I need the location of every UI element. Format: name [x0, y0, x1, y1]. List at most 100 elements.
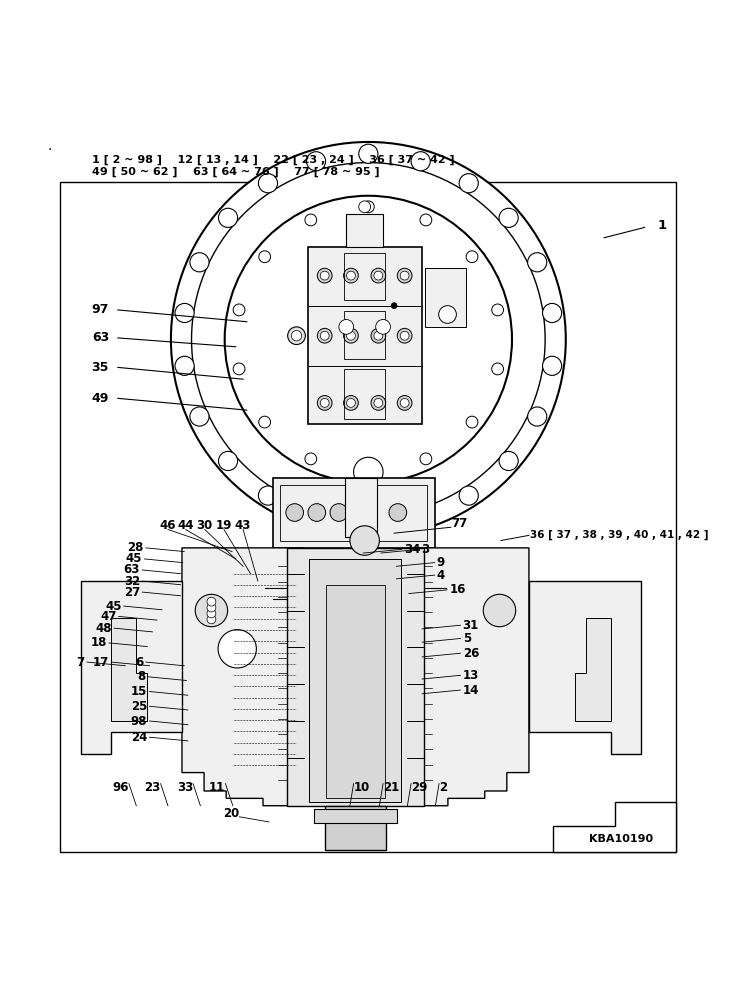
Text: 25: 25 — [131, 700, 147, 713]
Text: 5: 5 — [462, 632, 471, 645]
Circle shape — [347, 398, 356, 407]
Text: 14: 14 — [462, 684, 479, 697]
Circle shape — [307, 508, 326, 527]
Text: 98: 98 — [131, 715, 147, 728]
Circle shape — [259, 174, 277, 193]
Circle shape — [320, 331, 329, 340]
Circle shape — [207, 603, 216, 612]
Text: 4: 4 — [437, 569, 445, 582]
Text: 20: 20 — [223, 807, 239, 820]
Circle shape — [350, 526, 380, 555]
Text: 15: 15 — [131, 685, 147, 698]
Circle shape — [219, 451, 238, 471]
Circle shape — [225, 196, 512, 483]
Circle shape — [330, 504, 347, 521]
Circle shape — [353, 457, 383, 487]
Circle shape — [308, 504, 326, 521]
Text: 3: 3 — [421, 543, 429, 556]
Circle shape — [420, 453, 432, 465]
Circle shape — [397, 328, 412, 343]
Circle shape — [344, 328, 358, 343]
Circle shape — [207, 609, 216, 618]
Circle shape — [347, 271, 356, 280]
Text: 24: 24 — [131, 731, 147, 744]
Polygon shape — [81, 581, 182, 754]
Circle shape — [542, 303, 562, 323]
Text: 49: 49 — [92, 392, 109, 405]
Circle shape — [374, 398, 383, 407]
Circle shape — [339, 320, 353, 334]
Circle shape — [317, 396, 332, 410]
Text: 30: 30 — [197, 519, 213, 532]
Circle shape — [190, 253, 209, 272]
Bar — [426, 268, 466, 327]
Circle shape — [320, 271, 329, 280]
Circle shape — [400, 398, 409, 407]
Circle shape — [175, 303, 194, 323]
Circle shape — [359, 201, 371, 213]
Text: KBA10190: KBA10190 — [589, 834, 653, 844]
Circle shape — [400, 331, 409, 340]
Circle shape — [317, 268, 332, 283]
Circle shape — [291, 331, 302, 341]
Circle shape — [359, 504, 378, 521]
Text: 21: 21 — [383, 781, 399, 794]
Circle shape — [499, 451, 518, 471]
Circle shape — [175, 356, 194, 375]
Circle shape — [411, 508, 430, 527]
Bar — [272, 478, 435, 548]
Circle shape — [492, 304, 504, 316]
Circle shape — [397, 396, 412, 410]
Text: 18: 18 — [90, 636, 107, 649]
Text: 45: 45 — [105, 600, 122, 613]
Circle shape — [484, 594, 516, 627]
Circle shape — [347, 331, 356, 340]
Text: 34: 34 — [404, 543, 420, 556]
Text: 63: 63 — [123, 563, 140, 576]
Bar — [344, 253, 385, 300]
Text: 17: 17 — [92, 656, 109, 669]
Circle shape — [528, 253, 547, 272]
Text: .: . — [48, 139, 52, 153]
Text: 27: 27 — [124, 586, 140, 599]
Text: 48: 48 — [96, 622, 112, 635]
Circle shape — [420, 214, 432, 226]
Circle shape — [259, 486, 277, 505]
Text: 6: 6 — [135, 656, 144, 669]
Circle shape — [499, 208, 518, 227]
Text: 7: 7 — [77, 656, 85, 669]
Text: 36 [ 37 , 38 , 39 , 40 , 41 , 42 ]: 36 [ 37 , 38 , 39 , 40 , 41 , 42 ] — [530, 530, 709, 540]
Polygon shape — [408, 548, 529, 806]
Circle shape — [207, 597, 216, 606]
Circle shape — [233, 363, 245, 375]
Text: 49 [ 50 ~ 62 ]    63 [ 64 ~ 76 ]    77 [ 78 ~ 95 ]: 49 [ 50 ~ 62 ] 63 [ 64 ~ 76 ] 77 [ 78 ~ … — [92, 166, 380, 177]
Circle shape — [492, 363, 504, 375]
Circle shape — [190, 407, 209, 426]
Circle shape — [374, 331, 383, 340]
Bar — [60, 182, 676, 852]
Bar — [344, 311, 385, 359]
Circle shape — [371, 328, 386, 343]
Text: 97: 97 — [92, 303, 109, 316]
Circle shape — [542, 356, 562, 375]
Text: 1 [ 2 ~ 98 ]    12 [ 13 , 14 ]    22 [ 23 , 24 ]    36 [ 37 ~ 42 ]: 1 [ 2 ~ 98 ] 12 [ 13 , 14 ] 22 [ 23 , 24… — [92, 155, 455, 165]
Bar — [346, 214, 383, 247]
Circle shape — [362, 201, 374, 213]
Circle shape — [286, 504, 304, 521]
Circle shape — [359, 515, 378, 535]
Text: 43: 43 — [235, 519, 251, 532]
Bar — [308, 247, 422, 424]
Circle shape — [196, 594, 228, 627]
Circle shape — [207, 615, 216, 624]
Text: 28: 28 — [127, 541, 144, 554]
Polygon shape — [111, 618, 147, 721]
Bar — [344, 478, 378, 537]
Circle shape — [466, 416, 478, 428]
Text: 63: 63 — [92, 331, 109, 344]
Text: 45: 45 — [126, 552, 142, 565]
Text: 35: 35 — [92, 361, 109, 374]
Circle shape — [459, 174, 478, 193]
Bar — [325, 806, 386, 850]
Text: 44: 44 — [177, 519, 194, 532]
Bar — [344, 369, 385, 419]
